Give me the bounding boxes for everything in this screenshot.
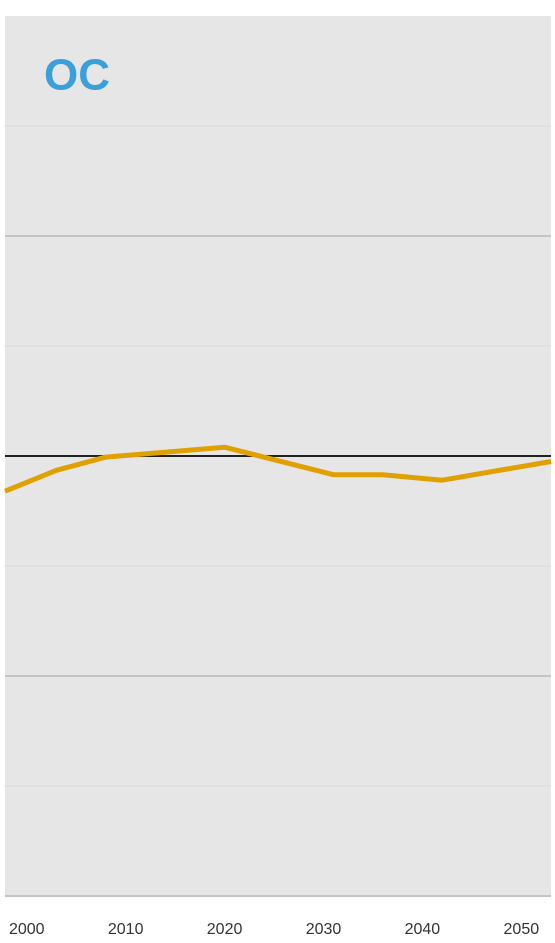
data-line: [4, 444, 552, 494]
x-tick-label: 2040: [405, 921, 441, 938]
x-tick-label: 2000: [9, 921, 45, 938]
x-tick-label: 2050: [504, 921, 540, 938]
x-tick-label: 2020: [207, 921, 243, 938]
x-tick-label: 2010: [108, 921, 144, 938]
chart-title: OC: [44, 51, 110, 100]
x-tick-label: 2030: [306, 921, 342, 938]
